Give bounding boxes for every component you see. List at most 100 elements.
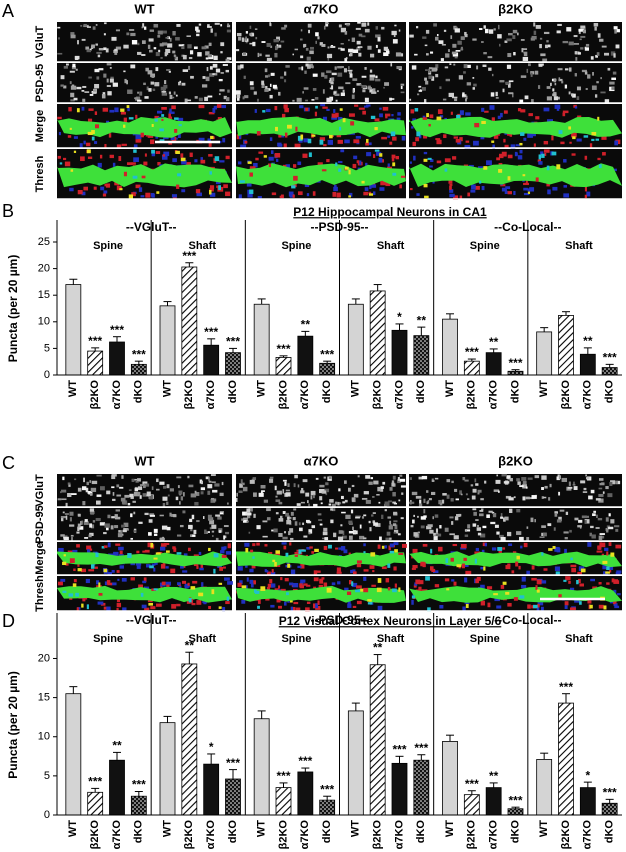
speckle <box>580 47 584 50</box>
speckle <box>543 496 547 499</box>
speckle <box>325 492 328 496</box>
speckle <box>575 57 578 61</box>
bar <box>87 350 104 376</box>
speckle <box>282 536 288 540</box>
x-tick-label: β2KO <box>466 380 478 410</box>
speckle <box>608 526 614 530</box>
speckle <box>349 52 353 57</box>
speckle <box>394 24 397 27</box>
speckle <box>262 520 268 523</box>
speckle <box>428 68 431 73</box>
speckle <box>573 486 578 490</box>
speckle <box>293 508 297 511</box>
speckle <box>543 31 550 35</box>
speckle <box>611 77 616 81</box>
speckle <box>359 84 362 86</box>
speckle <box>471 495 476 500</box>
speckle <box>200 491 204 495</box>
y-tick-label: 10 <box>38 731 50 743</box>
speckle <box>143 483 150 487</box>
speckle <box>366 142 372 146</box>
speckle <box>492 144 496 149</box>
speckle <box>169 108 172 114</box>
speckle <box>331 116 337 120</box>
speckle <box>393 33 396 38</box>
overlap <box>174 117 179 120</box>
speckle <box>222 64 228 66</box>
overlap <box>435 138 441 141</box>
overlap <box>597 116 600 121</box>
speckle <box>559 509 565 512</box>
speckle <box>442 98 447 101</box>
speckle <box>486 160 492 166</box>
speckle <box>429 566 434 571</box>
speckle <box>504 190 508 195</box>
speckle <box>397 112 401 116</box>
speckle <box>149 514 155 517</box>
speckle <box>541 525 546 528</box>
overlap <box>394 549 398 553</box>
micrograph-bg <box>409 63 622 103</box>
speckle <box>249 25 252 29</box>
speckle <box>110 76 114 79</box>
speckle <box>452 195 459 200</box>
speckle <box>174 55 177 60</box>
x-tick-label: WT <box>350 820 362 837</box>
x-tick-label: β2KO <box>372 380 384 410</box>
speckle <box>196 33 200 37</box>
speckle <box>265 75 269 78</box>
speckle <box>430 51 434 54</box>
speckle <box>200 480 204 485</box>
speckle <box>554 566 561 571</box>
speckle <box>249 81 254 86</box>
speckle <box>375 26 379 30</box>
overlap <box>449 185 452 190</box>
speckle <box>460 547 467 550</box>
x-tick-label: β2KO <box>466 820 478 850</box>
speckle <box>401 492 404 495</box>
speckle <box>260 484 266 489</box>
speckle <box>288 531 291 536</box>
speckle <box>146 491 151 497</box>
overlap <box>576 579 579 585</box>
overlap <box>319 139 324 145</box>
speckle <box>561 477 568 482</box>
speckle <box>600 77 602 80</box>
speckle <box>438 546 443 552</box>
speckle <box>97 601 104 605</box>
speckle <box>184 584 190 588</box>
speckle <box>345 82 351 85</box>
bar <box>130 795 147 816</box>
speckle <box>213 105 218 110</box>
speckle <box>274 588 280 592</box>
speckle <box>331 503 336 508</box>
overlap <box>398 587 401 592</box>
speckle <box>280 40 285 43</box>
bar <box>601 802 618 816</box>
overlap <box>176 184 180 189</box>
bar <box>536 331 553 376</box>
overlap <box>87 131 93 136</box>
speckle <box>422 36 427 39</box>
overlap <box>272 559 276 563</box>
speckle <box>420 516 426 520</box>
speckle <box>245 564 248 568</box>
speckle <box>557 68 563 71</box>
speckle <box>298 139 303 143</box>
speckle <box>253 162 258 168</box>
speckle <box>542 58 548 62</box>
speckle <box>73 579 77 583</box>
speckle <box>118 156 122 161</box>
speckle <box>205 51 210 56</box>
speckle <box>74 56 79 60</box>
speckle <box>126 528 129 531</box>
overlap <box>130 577 135 581</box>
overlap <box>474 558 477 564</box>
speckle <box>212 489 218 493</box>
overlap <box>498 169 503 173</box>
speckle <box>253 91 257 95</box>
speckle <box>385 578 390 583</box>
overlap <box>548 548 553 551</box>
speckle <box>313 503 318 508</box>
speckle <box>342 530 345 535</box>
